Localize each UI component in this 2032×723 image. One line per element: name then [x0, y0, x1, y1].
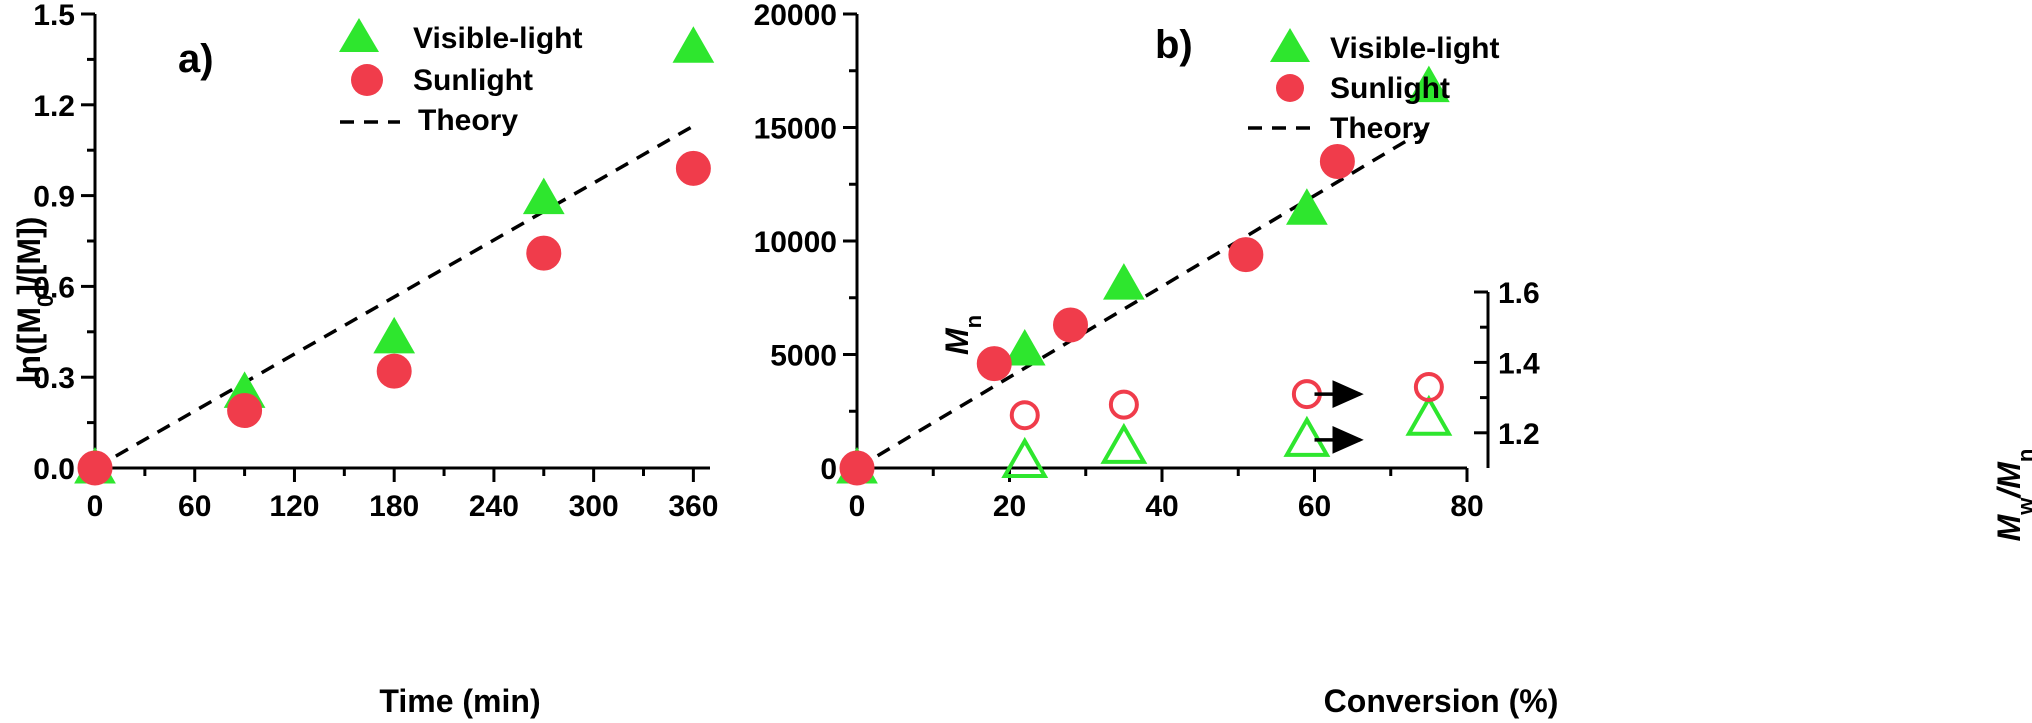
- chart-panel-b: b) 0 20 40 60 80 0 5000 10000 15000 20000 1.2 1.4 1.…: [754, 0, 2032, 719]
- panel-a-x-axis-label: Time (min): [379, 683, 540, 719]
- panel-a-x-tick-label: 120: [269, 490, 319, 523]
- panel-b-y-axis-label: Mn: [939, 315, 986, 355]
- panel-b-y-tick-label: 10000: [754, 226, 837, 259]
- panel-a-y-axis-label: ln([M0]/[M]): [11, 217, 58, 384]
- panel-a-visible-point: [373, 316, 416, 354]
- panel-b-visible-mn-point: [1103, 263, 1145, 300]
- panel-b-x-tick-label: 80: [1450, 490, 1483, 523]
- panel-b-theory: [856, 125, 1430, 470]
- panel-a-x-tick-label: 240: [469, 490, 519, 523]
- legend-a-sunlight-marker: [351, 64, 383, 96]
- panel-b-visible-dispersity-point: [1283, 415, 1331, 457]
- legend-a-visible-marker: [339, 18, 379, 52]
- panel-a-visible-point: [522, 177, 565, 215]
- panel-b-axis-arrows: [1314, 380, 1364, 454]
- panel-a-x-tick-label: 360: [668, 490, 718, 523]
- panel-b-y2-tick-label: 1.4: [1498, 347, 1540, 380]
- panel-a-x-tick-label: 300: [569, 490, 619, 523]
- panel-b-y-tick-label: 0: [820, 453, 837, 486]
- panel-b-x-tick-label: 0: [849, 490, 866, 523]
- panel-b-x-axis-label: Conversion (%): [1324, 683, 1559, 719]
- panel-a-points: [74, 26, 715, 486]
- panel-a-sunlight-point: [77, 450, 113, 486]
- panel-b-x-tick-label: 40: [1145, 490, 1178, 523]
- panel-a-y-tick-label: 0.3: [33, 362, 75, 395]
- panel-b-sunlight-dispersity-point: [1009, 400, 1040, 431]
- panel-b-label: b): [1155, 23, 1193, 67]
- panel-b-visible-mn-point: [1408, 65, 1450, 103]
- panel-a-sunlight-point: [227, 392, 263, 428]
- panel-a-label: a): [178, 37, 214, 81]
- panel-b-points: [836, 65, 1453, 486]
- panel-a-axes: 0 60 120 180 240 300 360 0.0 0.3 0.6 0.9 1.2 1.5: [33, 0, 718, 523]
- panel-a-visible-point: [672, 26, 715, 63]
- panel-a-y-tick-label: 1.2: [33, 90, 75, 123]
- panel-b-sunlight-dispersity-point: [1413, 372, 1444, 403]
- panel-b-y2-tick-label: 1.6: [1498, 277, 1540, 310]
- panel-b-y2-axis-label: Mw/Mn: [1991, 449, 2032, 542]
- panel-b-visible-dispersity-point: [1001, 436, 1049, 478]
- panel-b-sunlight-mn-point: [839, 450, 875, 486]
- chart-panel-a: a) 0 60 120 180 240 300 3600.00.30.60.91.21.5 …: [11, 0, 718, 719]
- panel-a-y-tick-label: 0.0: [33, 453, 75, 486]
- legend-b-sunlight-label: Sunlight: [1330, 72, 1450, 105]
- panel-b-x-tick-label: 20: [993, 490, 1026, 523]
- panel-b-visible-mn-point: [1003, 328, 1046, 366]
- panel-b-visible-dispersity-point: [1100, 422, 1148, 464]
- legend-b-sunlight-marker: [1276, 74, 1304, 102]
- panel-a-y-tick-label: 1.5: [33, 0, 75, 32]
- panel-b-sunlight-mn-point: [1228, 237, 1264, 273]
- panel-a-theory: [94, 124, 695, 470]
- panel-a-sunlight-point: [376, 353, 412, 389]
- panel-b-sunlight-mn-point: [1053, 307, 1088, 343]
- panel-b-y-tick-label: 15000: [754, 113, 837, 146]
- panel-b-visible-mn-point: [1286, 188, 1328, 225]
- panel-a-x-tick-label: 180: [369, 490, 419, 523]
- panel-b-sunlight-mn-point: [1319, 144, 1355, 180]
- panel-b-y-tick-label: 5000: [770, 340, 837, 373]
- panel-a-theory-line: [94, 124, 695, 470]
- panel-b-sunlight-mn-point: [976, 346, 1012, 382]
- panel-a-x-tick-label: 60: [178, 490, 211, 523]
- panel-a-legend: Visible-light Sunlight Theory: [339, 18, 582, 137]
- legend-b-theory-label: Theory: [1330, 112, 1430, 145]
- legend-b-visible-marker: [1270, 28, 1310, 62]
- panel-a-sunlight-point: [675, 150, 711, 186]
- panel-b-theory-line: [856, 125, 1430, 470]
- legend-a-theory-label: Theory: [418, 104, 518, 137]
- panel-a-y-tick-label: 0.6: [33, 271, 75, 304]
- legend-a-sunlight-label: Sunlight: [413, 64, 533, 97]
- panel-a-x-tick-label: 0: [87, 490, 104, 523]
- panel-a-sunlight-point: [526, 235, 562, 271]
- panel-b-x-tick-label: 60: [1298, 490, 1331, 523]
- panel-a-y-tick-label: 0.9: [33, 181, 75, 214]
- legend-b-visible-label: Visible-light: [1330, 32, 1499, 65]
- panel-b-y2-tick-label: 1.2: [1498, 418, 1540, 451]
- panel-b-axes: 0 20 40 60 80 0 5000 10000 15000 20000 1.2 1.4 1.6: [754, 0, 1540, 523]
- panel-b-legend: Visible-light Sunlight Theory: [1248, 28, 1499, 145]
- panel-b-visible-dispersity-point: [1405, 394, 1453, 436]
- panel-b-y-tick-label: 20000: [754, 0, 837, 32]
- legend-a-visible-label: Visible-light: [413, 22, 582, 55]
- panel-b-sunlight-dispersity-point: [1108, 389, 1139, 420]
